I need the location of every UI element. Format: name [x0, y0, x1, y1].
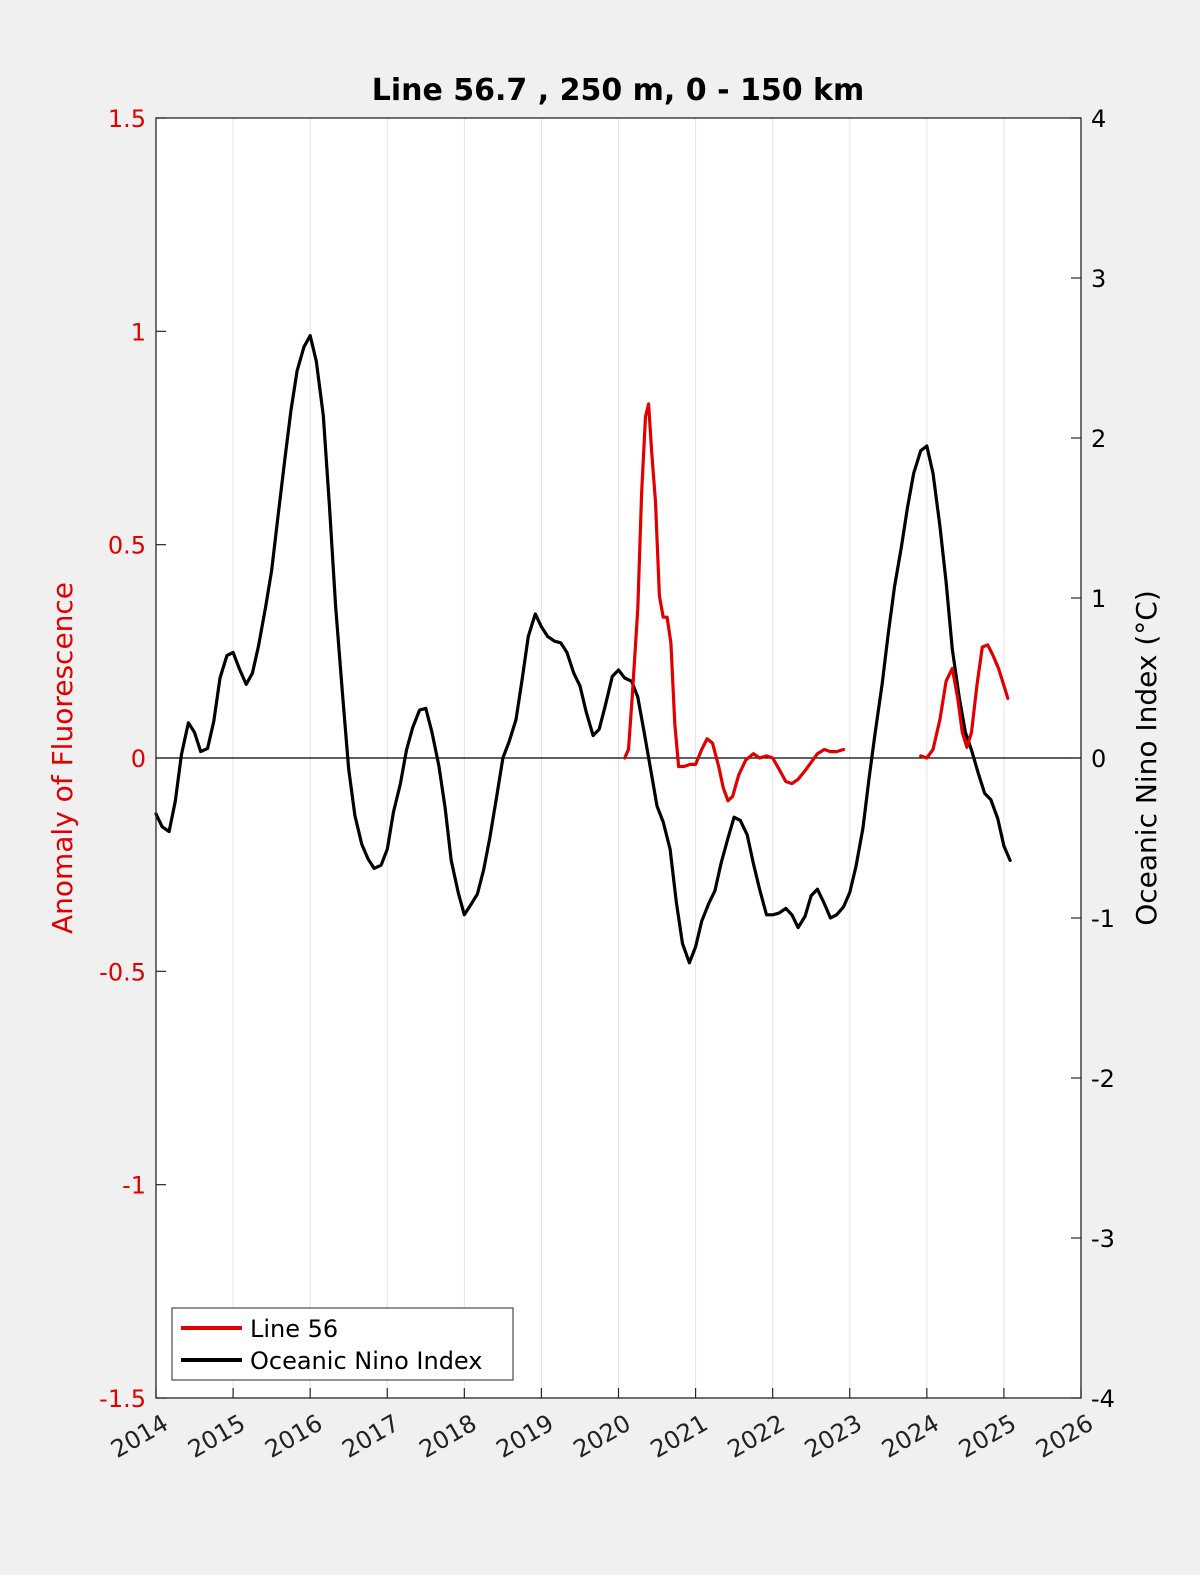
x-tick-label: 2014 [106, 1409, 173, 1464]
right-axis: -4 -3 -2 -1 0 1 2 3 4 [1071, 105, 1115, 1413]
right-tick-label: 4 [1091, 105, 1106, 133]
series-group [154, 334, 1012, 965]
left-tick-label: 0.5 [108, 532, 146, 560]
left-tick-label: 1 [131, 318, 146, 346]
left-tick-label: 0 [131, 745, 146, 773]
x-axis: 2014 2015 2016 2017 2018 2019 2020 2021 2022 2023… [106, 1388, 1098, 1464]
left-axis-label: Anomaly of Fluorescence [46, 582, 79, 934]
x-tick-label: 2015 [183, 1409, 250, 1464]
x-tick-label: 2017 [337, 1409, 404, 1464]
x-tick-label: 2018 [414, 1409, 481, 1464]
legend: Line 56 Oceanic Nino Index [171, 1307, 514, 1381]
right-tick-label: 1 [1091, 585, 1106, 613]
x-tick-label: 2026 [1031, 1409, 1098, 1464]
legend-label-oni: Oceanic Nino Index [250, 1347, 482, 1375]
x-tick-label: 2022 [723, 1409, 790, 1464]
left-axis: -1.5 -1 -0.5 0 0.5 1 1.5 [99, 105, 166, 1413]
x-tick-label: 2016 [260, 1409, 327, 1464]
left-tick-label: -1 [122, 1172, 146, 1200]
left-tick-label: -0.5 [99, 958, 146, 986]
right-tick-label: 2 [1091, 425, 1106, 453]
x-tick-label: 2025 [954, 1409, 1021, 1464]
x-tick-label: 2024 [877, 1409, 944, 1464]
series-line-56 [623, 402, 846, 803]
right-tick-label: -2 [1091, 1065, 1115, 1093]
right-tick-label: 0 [1091, 745, 1106, 773]
legend-box [171, 1307, 514, 1381]
right-tick-label: -4 [1091, 1385, 1115, 1413]
legend-label-line-56: Line 56 [250, 1315, 338, 1343]
left-tick-label: -1.5 [99, 1385, 146, 1413]
chart-title: Line 56.7 , 250 m, 0 - 150 km [372, 73, 865, 108]
left-tick-label: 1.5 [108, 105, 146, 133]
series-oceanic-nino-index [154, 334, 1012, 965]
series-line-56 [919, 643, 1010, 760]
x-tick-label: 2023 [800, 1409, 867, 1464]
x-tick-label: 2020 [569, 1409, 636, 1464]
right-axis-label: Oceanic Nino Index (°C) [1130, 590, 1163, 926]
right-tick-label: -3 [1091, 1225, 1115, 1253]
x-tick-label: 2021 [646, 1409, 713, 1464]
right-tick-label: -1 [1091, 905, 1115, 933]
right-tick-label: 3 [1091, 265, 1106, 293]
x-tick-label: 2019 [492, 1409, 559, 1464]
